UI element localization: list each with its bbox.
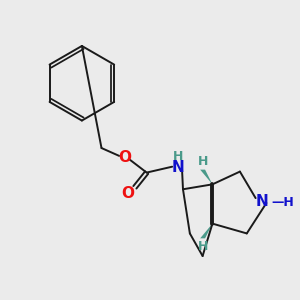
Polygon shape (200, 224, 212, 238)
Text: —H: —H (271, 196, 294, 208)
Text: H: H (197, 240, 208, 253)
Text: H: H (197, 155, 208, 168)
Text: O: O (118, 150, 132, 165)
Text: O: O (122, 186, 134, 201)
Text: H: H (173, 150, 183, 164)
Polygon shape (200, 169, 212, 184)
Text: N: N (255, 194, 268, 208)
Text: N: N (172, 160, 184, 175)
